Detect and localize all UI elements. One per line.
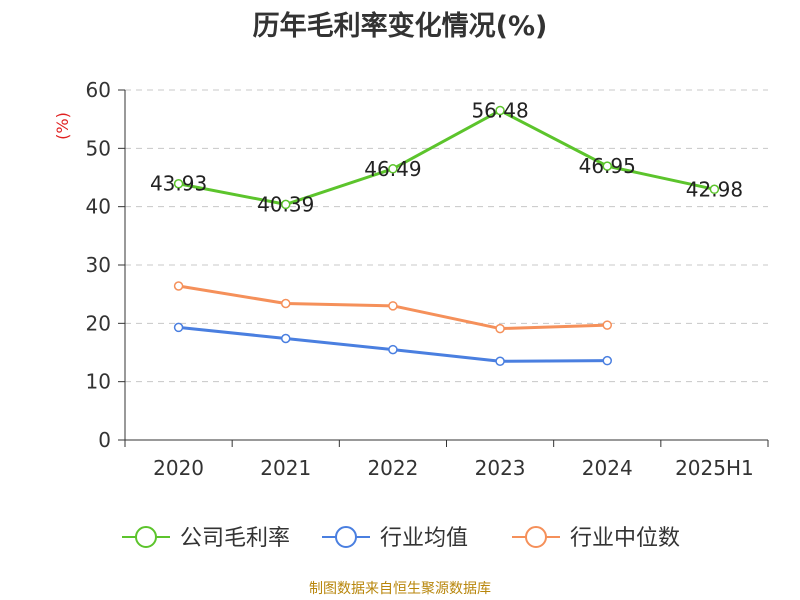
data-point[interactable] xyxy=(602,355,612,366)
legend-marker xyxy=(525,526,547,548)
legend-label: 行业均值 xyxy=(380,526,468,551)
legend[interactable]: 公司毛利率 行业均值 行业中位数 xyxy=(122,526,680,551)
legend-item[interactable]: 行业均值 xyxy=(322,526,468,551)
y-tick-label: 30 xyxy=(86,253,111,277)
data-source-note: 制图数据来自恒生聚源数据库 xyxy=(309,581,491,597)
data-point[interactable] xyxy=(173,322,184,333)
y-tick-label: 0 xyxy=(98,428,111,452)
data-label: 46.95 xyxy=(579,154,636,178)
data-label: 40.39 xyxy=(257,192,314,216)
data-point[interactable] xyxy=(281,298,291,309)
data-point[interactable] xyxy=(173,281,184,291)
x-tick-label: 2022 xyxy=(367,456,418,480)
x-tick-label: 2024 xyxy=(582,456,633,480)
x-tick-label: 2023 xyxy=(475,456,526,480)
data-point[interactable] xyxy=(602,161,612,171)
series-line-1 xyxy=(178,325,608,363)
series-layer xyxy=(173,105,720,366)
y-tick-label: 40 xyxy=(86,195,111,219)
grid-lines xyxy=(125,89,768,383)
data-point[interactable] xyxy=(709,184,720,195)
x-tick-label: 2025H1 xyxy=(675,456,754,480)
legend-item[interactable]: 行业中位数 xyxy=(512,526,680,551)
data-label: 43.93 xyxy=(150,172,207,196)
data-point[interactable] xyxy=(495,356,505,366)
y-tick-label: 50 xyxy=(86,136,111,160)
data-point[interactable] xyxy=(495,105,505,116)
data-point[interactable] xyxy=(173,178,184,189)
data-point[interactable] xyxy=(388,301,398,311)
axes: 0 10 20 30 40 50 60 2020 2021 2022 2023 2024 2025H1 xyxy=(86,78,769,480)
chart-title: 历年毛利率变化情况(%) xyxy=(252,11,548,42)
y-tick-label: 10 xyxy=(86,370,111,394)
data-point[interactable] xyxy=(281,333,291,344)
legend-item[interactable]: 公司毛利率 xyxy=(122,526,290,551)
y-tick-label: 20 xyxy=(86,311,111,335)
data-point[interactable] xyxy=(281,199,291,210)
data-label: 46.49 xyxy=(364,157,421,181)
data-label: 42.98 xyxy=(686,177,743,201)
x-tick-label: 2020 xyxy=(153,456,204,480)
y-tick-label: 60 xyxy=(86,78,111,102)
data-point[interactable] xyxy=(388,164,398,174)
x-tick-label: 2021 xyxy=(260,456,311,480)
data-labels: 43.93 40.39 46.49 56.48 46.95 42.98 xyxy=(150,99,743,217)
legend-marker xyxy=(135,526,157,548)
legend-marker xyxy=(335,526,357,548)
data-point[interactable] xyxy=(495,323,505,334)
legend-label: 行业中位数 xyxy=(570,526,680,551)
series-line-0 xyxy=(178,109,715,206)
data-point[interactable] xyxy=(388,344,398,355)
data-label: 56.48 xyxy=(471,99,528,123)
y-axis-unit-label: (%) xyxy=(53,112,72,140)
data-point[interactable] xyxy=(602,320,612,330)
legend-label: 公司毛利率 xyxy=(180,526,290,551)
